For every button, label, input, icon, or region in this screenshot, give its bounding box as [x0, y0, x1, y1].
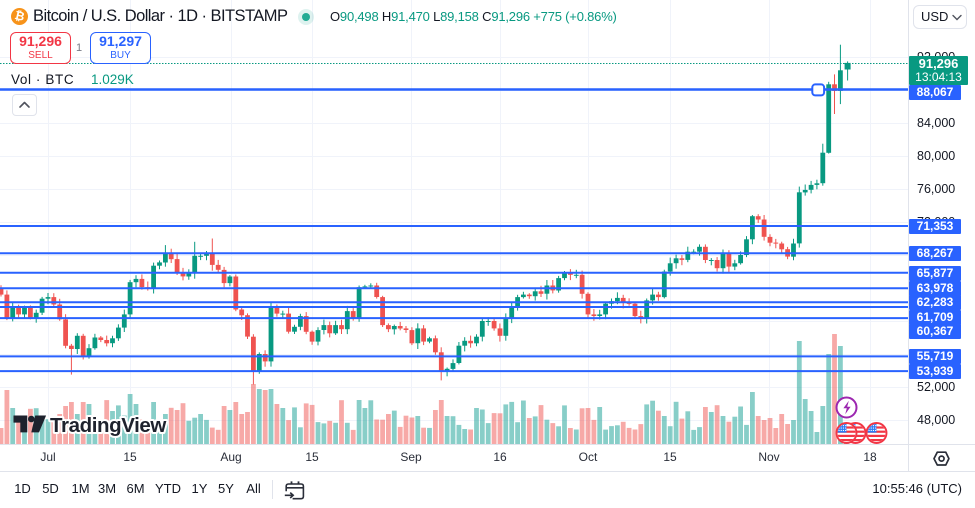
svg-text:TradingView: TradingView — [50, 414, 166, 437]
